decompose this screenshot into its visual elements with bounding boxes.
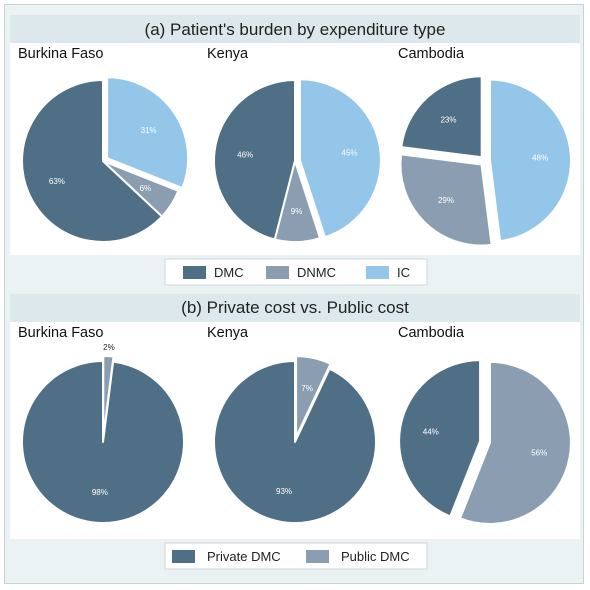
pie-kenya: Kenya 93% 7% (207, 325, 377, 524)
slice-label: 29% (438, 196, 454, 205)
pie-slice-dnmc (399, 153, 493, 247)
panel-a: (a) Patient's burden by expenditure type… (10, 15, 580, 286)
legend-label-dmc: DMC (214, 265, 244, 280)
pie-slice-ic (298, 78, 382, 239)
pie-kenya: Kenya 46% 9% 45% (207, 46, 382, 243)
pie-cambodia: Cambodia 23% 29% 48% (398, 46, 572, 247)
legend-box (164, 542, 428, 570)
slice-label: 48% (532, 154, 548, 163)
pie-slice-dmc (400, 75, 483, 159)
country-label: Burkina Faso (18, 325, 103, 341)
legend-swatch-public-dmc (306, 550, 329, 563)
pie-slice-public-dmc (102, 355, 115, 439)
pie-slice-dnmc (273, 160, 322, 243)
legend: DMC DNMC IC (164, 258, 428, 286)
pie-slice-dmc (213, 79, 296, 241)
pie-slice-ic (488, 78, 572, 243)
slice-label: 7% (301, 384, 313, 393)
slice-label: 6% (140, 184, 152, 193)
slice-label: 63% (49, 177, 65, 186)
panel-title-band (10, 15, 580, 43)
pie-burkina-faso: Burkina Faso 63% 6% 31% (18, 46, 190, 243)
slice-label: 2% (103, 343, 115, 352)
slice-label: 46% (237, 151, 253, 160)
pie-slice-ic (106, 76, 190, 190)
country-label: Kenya (207, 46, 249, 62)
panel-title: (a) Patient's burden by expenditure type (145, 20, 446, 39)
panel-title-band (10, 294, 580, 322)
slice-label: 98% (92, 488, 108, 497)
slice-label: 31% (141, 126, 157, 135)
legend-swatch-dnmc (266, 266, 289, 279)
legend-label-public-dmc: Public DMC (341, 549, 410, 564)
slice-label: 45% (342, 148, 358, 157)
pie-slice-dnmc (102, 160, 180, 218)
slice-label: 9% (291, 207, 303, 216)
panel-title: (b) Private cost vs. Public cost (181, 298, 409, 317)
slice-label: 56% (531, 448, 547, 457)
country-label: Cambodia (398, 325, 465, 341)
pie-slice-private-dmc (398, 359, 482, 518)
legend-label-private-dmc: Private DMC (207, 549, 281, 564)
legend-label-dnmc: DNMC (297, 265, 336, 280)
slice-label: 93% (276, 487, 292, 496)
pie-slice-private-dmc (21, 360, 185, 524)
pie-burkina-faso: Burkina Faso 98% 2% (18, 325, 185, 524)
legend-swatch-dmc (183, 266, 206, 279)
pie-slice-dmc (21, 79, 164, 243)
legend-swatch-ic (366, 266, 389, 279)
legend-label-ic: IC (397, 265, 410, 280)
pie-slice-public-dmc (459, 360, 572, 525)
pie-slice-private-dmc (213, 360, 377, 524)
country-label: Burkina Faso (18, 46, 103, 62)
country-label: Kenya (207, 325, 249, 341)
country-label: Cambodia (398, 46, 465, 62)
slice-label: 23% (440, 116, 456, 125)
slice-label: 44% (423, 428, 439, 437)
pie-slice-public-dmc (295, 355, 332, 439)
legend-swatch-private-dmc (172, 550, 195, 563)
panel-b: (b) Private cost vs. Public cost Burkina … (10, 294, 580, 570)
pie-cambodia: Cambodia 44% 56% (398, 325, 572, 525)
legend: Private DMC Public DMC (164, 542, 428, 570)
